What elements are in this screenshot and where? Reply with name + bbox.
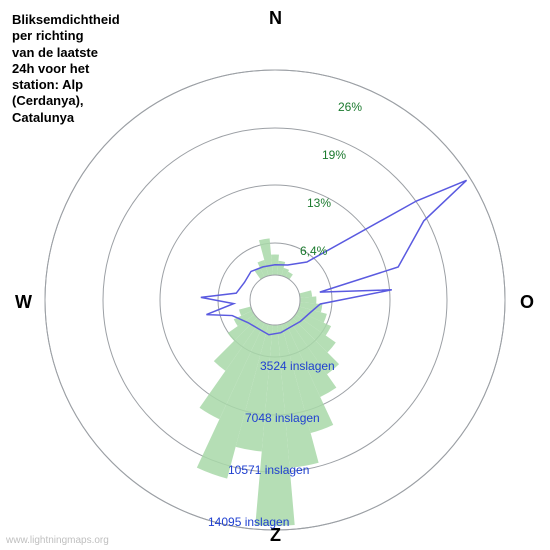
footer-credit: www.lightningmaps.org <box>6 535 109 546</box>
percent-label: 6,4% <box>300 244 327 258</box>
percent-label: 13% <box>307 196 331 210</box>
polar-chart: Bliksemdichtheid per richting van de laa… <box>0 0 550 550</box>
percent-label: 19% <box>322 148 346 162</box>
strike-label: 7048 inslagen <box>245 411 320 425</box>
strike-label: 3524 inslagen <box>260 359 335 373</box>
chart-title: Bliksemdichtheid per richting van de laa… <box>12 12 120 126</box>
strike-label: 14095 inslagen <box>208 515 289 529</box>
cardinal-W: W <box>15 292 32 313</box>
cardinal-O: O <box>520 292 534 313</box>
percent-label: 26% <box>338 100 362 114</box>
cardinal-N: N <box>269 8 282 29</box>
strike-label: 10571 inslagen <box>228 463 309 477</box>
